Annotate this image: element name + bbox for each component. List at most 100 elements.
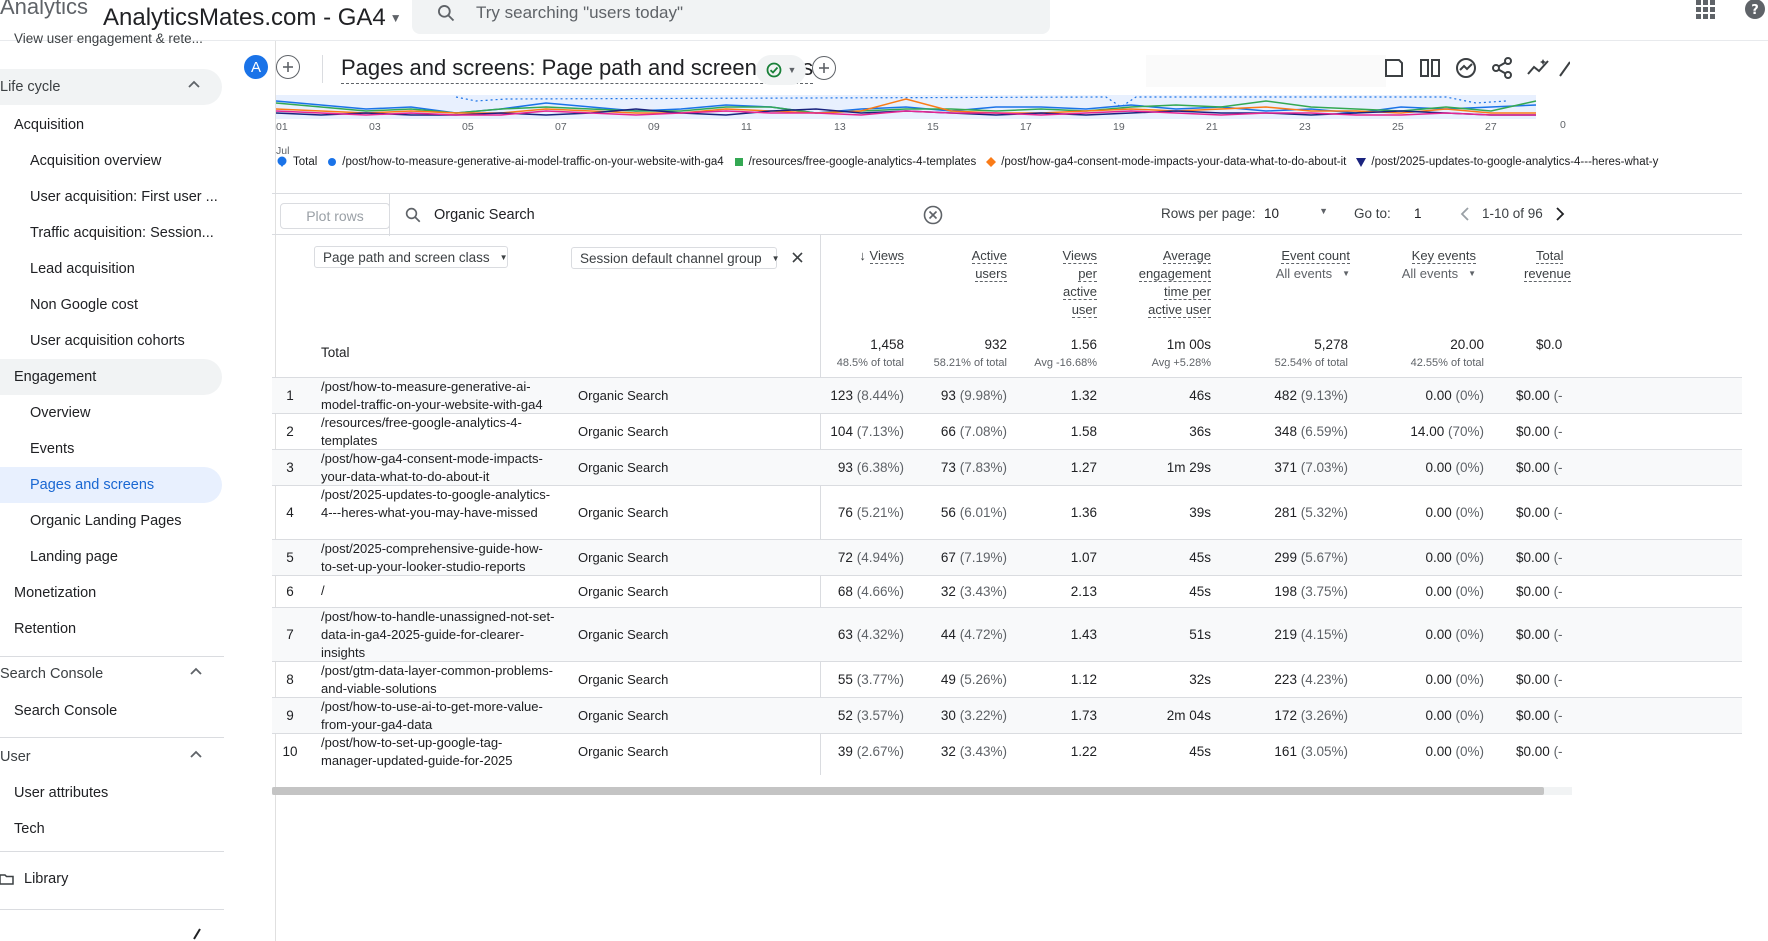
plus-icon <box>819 63 829 73</box>
compare-icon[interactable] <box>1418 56 1442 80</box>
sidebar-item-overview[interactable]: Overview <box>0 395 222 431</box>
views-cell: 55 (3.77%) <box>812 672 904 687</box>
legend-item[interactable]: /post/how-to-measure-generative-ai-model… <box>327 156 724 168</box>
sidebar-item-acquisition[interactable]: Acquisition <box>0 107 222 143</box>
section-life-cycle[interactable]: Life cycle <box>0 69 222 105</box>
header-avg-engagement-time[interactable]: Average engagement time per active user <box>1122 247 1211 319</box>
table-row[interactable]: 6 / Organic Search 68 (4.66%) 32 (3.43%) 2.13… <box>272 575 1742 607</box>
analytics-brand[interactable]: Analytics <box>0 0 89 19</box>
header-event-count[interactable]: Event count All events ▼ <box>1252 247 1350 283</box>
legend-item[interactable]: Total <box>276 156 317 168</box>
row-index: 5 <box>286 550 294 565</box>
collapse-sidebar-icon[interactable] <box>190 927 204 941</box>
event-count-cell: 172 (3.26%) <box>1232 708 1348 723</box>
table-row[interactable]: 5/post/2025-comprehensive-guide-how-to-s… <box>272 539 1742 575</box>
table-row[interactable]: 1/post/how-to-measure-generative-ai-mode… <box>272 377 1742 413</box>
table-row[interactable]: 10/post/how-to-set-up-google-tag-manager… <box>272 733 1742 769</box>
dimension-selector-secondary[interactable]: Session default channel group ▼ <box>571 247 780 269</box>
plot-rows-button[interactable]: Plot rows <box>280 203 390 229</box>
edit-report-icon[interactable] <box>1382 56 1406 80</box>
remove-dimension-icon[interactable] <box>792 252 803 263</box>
page-path-link[interactable]: / <box>321 583 325 598</box>
section-user[interactable]: User <box>0 739 224 775</box>
sidebar-item-traffic-acquisition[interactable]: Traffic acquisition: Session... <box>0 215 222 251</box>
page-path-link[interactable]: /post/how-to-measure-generative-ai-model… <box>321 379 543 412</box>
add-comparison-button[interactable] <box>276 55 300 79</box>
sidebar-item-tech[interactable]: Tech <box>0 811 222 847</box>
legend-circle-marker-icon <box>328 158 337 166</box>
key-event-filter-label: All events <box>1401 266 1459 281</box>
total-users: 932 <box>984 337 1007 352</box>
active-users-cell: 30 (3.22%) <box>912 708 1007 723</box>
sidebar-item-pages-and-screens[interactable]: Pages and screens <box>0 467 222 503</box>
table-search-input[interactable]: Organic Search <box>404 194 944 236</box>
cell-percent: (4.66%) <box>856 584 904 599</box>
horizontal-scrollbar-thumb[interactable] <box>272 787 1544 795</box>
page-path-link[interactable]: /resources/free-google-analytics-4-templ… <box>321 415 522 448</box>
table-row[interactable]: 3/post/how-ga4-consent-mode-impacts-your… <box>272 449 1742 485</box>
header-active-users[interactable]: Active users <box>932 247 1007 283</box>
dimension-selector-primary[interactable]: Page path and screen class ▼ <box>314 246 508 268</box>
page-path-link[interactable]: /post/2025-updates-to-google-analytics-4… <box>321 487 551 520</box>
event-count-cell: 371 (7.03%) <box>1232 460 1348 475</box>
sidebar-item-library[interactable]: Library <box>0 861 222 897</box>
page-path-link[interactable]: /post/how-ga4-consent-mode-impacts-your-… <box>321 451 543 484</box>
header-views-per-user[interactable]: Views per active user <box>1036 247 1097 319</box>
page-path-link[interactable]: /post/2025-comprehensive-guide-how-to-se… <box>321 541 543 574</box>
sidebar-item-acquisition-overview[interactable]: Acquisition overview <box>0 143 222 179</box>
sidebar-item-events[interactable]: Events <box>0 431 222 467</box>
sidebar-item-lead-acquisition[interactable]: Lead acquisition <box>0 251 222 287</box>
share-icon[interactable] <box>1490 56 1514 80</box>
page-path-link[interactable]: /post/gtm-data-layer-common-problems-and… <box>321 663 553 696</box>
legend-label: /resources/free-google-analytics-4-templ… <box>748 156 977 168</box>
insights-icon[interactable] <box>1454 56 1478 80</box>
data-quality-button[interactable]: ▼ <box>756 55 806 85</box>
apps-grid-icon[interactable] <box>1694 0 1716 22</box>
header-label-line: active <box>1063 284 1097 300</box>
page-path-link[interactable]: /post/how-to-set-up-google-tag-manager-u… <box>321 735 513 768</box>
avatar[interactable]: A <box>244 55 268 79</box>
table-row[interactable]: 2/resources/free-google-analytics-4-temp… <box>272 413 1742 449</box>
trend-icon[interactable] <box>1526 56 1550 80</box>
header-total-revenue[interactable]: Total revenue <box>1506 247 1576 283</box>
rows-per-page-select[interactable]: 10 ▼ <box>1264 206 1328 221</box>
sidebar-item-organic-landing-pages[interactable]: Organic Landing Pages <box>0 503 222 539</box>
dimension-label: Session default channel group <box>580 250 762 266</box>
page-path-link[interactable]: /post/how-to-use-ai-to-get-more-value-fr… <box>321 699 543 732</box>
total-key-events-sub: 42.55% of total <box>1410 357 1484 369</box>
page-path-link[interactable]: /post/how-to-handle-unassigned-not-set-d… <box>321 609 555 660</box>
legend-item[interactable]: /post/how-ga4-consent-mode-impacts-your-… <box>986 156 1346 168</box>
next-page-icon[interactable] <box>1555 206 1565 221</box>
legend-item[interactable]: /resources/free-google-analytics-4-templ… <box>734 156 977 168</box>
section-search-console[interactable]: Search Console <box>0 656 224 692</box>
sidebar-item-user-attributes[interactable]: User attributes <box>0 775 222 811</box>
property-selector[interactable]: AnalyticsMates.com - GA4 ▼ <box>103 4 402 32</box>
pencil-icon[interactable] <box>1558 56 1570 80</box>
sidebar-item-search-console[interactable]: Search Console <box>0 693 222 729</box>
table-row[interactable]: 4/post/2025-updates-to-google-analytics-… <box>272 485 1742 539</box>
cell-percent: (- <box>1553 550 1563 565</box>
sidebar-item-monetization[interactable]: Monetization <box>0 575 222 611</box>
sidebar-item-engagement[interactable]: Engagement <box>0 359 222 395</box>
search-bar[interactable]: Try searching "users today" <box>412 0 1050 34</box>
header-key-events[interactable]: Key events All events ▼ <box>1382 247 1476 283</box>
table-row[interactable]: 7/post/how-to-handle-unassigned-not-set-… <box>272 607 1742 661</box>
sidebar-item-landing-page[interactable]: Landing page <box>0 539 222 575</box>
goto-input[interactable]: 1 <box>1414 206 1422 221</box>
views-per-user-cell: 1.36 <box>1070 505 1097 520</box>
table-row[interactable]: 9/post/how-to-use-ai-to-get-more-value-f… <box>272 697 1742 733</box>
sidebar-item-non-google-cost[interactable]: Non Google cost <box>0 287 222 323</box>
sidebar-item-user-acquisition[interactable]: User acquisition: First user ... <box>0 179 222 215</box>
add-filter-button[interactable] <box>812 56 836 80</box>
sidebar-item-user-acquisition-cohorts[interactable]: User acquisition cohorts <box>0 323 222 359</box>
legend-item[interactable]: /post/2025-updates-to-google-analytics-4… <box>1356 156 1658 168</box>
date-range-area[interactable] <box>1146 55 1386 87</box>
prev-page-icon[interactable] <box>1460 206 1470 221</box>
sidebar-item-retention[interactable]: Retention <box>0 611 222 647</box>
clear-search-icon[interactable] <box>923 205 943 225</box>
table-row[interactable]: 8/post/gtm-data-layer-common-problems-an… <box>272 661 1742 697</box>
sidebar-truncated-item[interactable]: View user engagement & rete... <box>14 31 203 46</box>
help-icon[interactable]: ? <box>1744 0 1766 22</box>
header-label-line: users <box>975 266 1007 282</box>
header-views[interactable]: ↓ Views <box>842 247 904 265</box>
